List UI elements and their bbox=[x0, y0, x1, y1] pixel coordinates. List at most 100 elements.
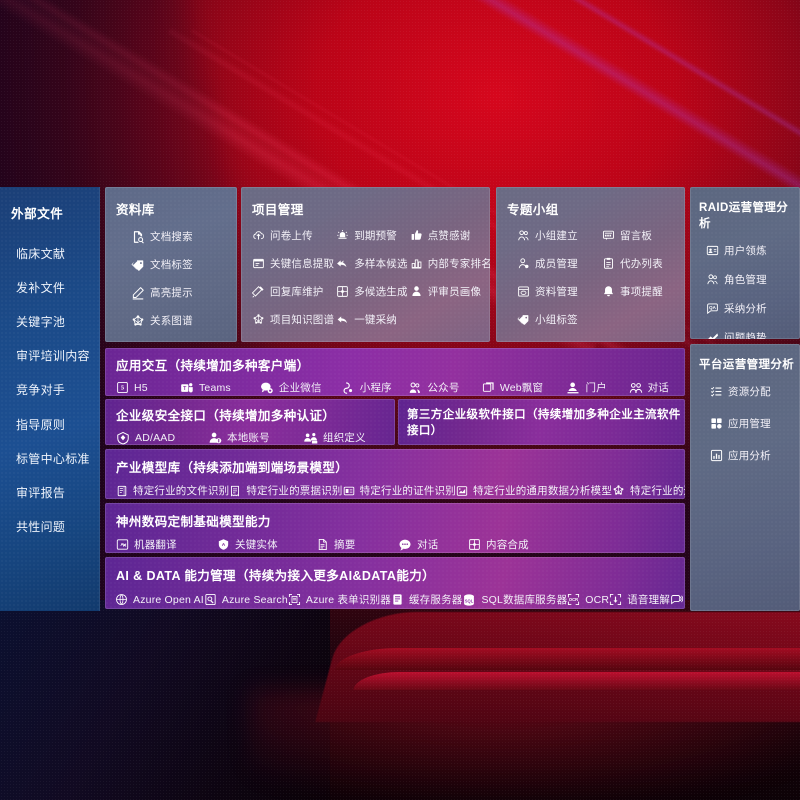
security-item-0-label: AD/AAD bbox=[135, 431, 176, 444]
sidebar-item-3[interactable]: 审评培训内容 bbox=[16, 349, 90, 364]
group-item-3[interactable]: 代办列表 bbox=[602, 256, 683, 271]
raid-item-2[interactable]: QA 采纳分析 bbox=[706, 301, 800, 316]
raid-item-2-label: 采纳分析 bbox=[724, 303, 767, 315]
aidata-item-0[interactable]: Azure Open AI bbox=[115, 593, 204, 606]
project-item-2[interactable]: 点赞感谢 bbox=[410, 228, 490, 243]
sidebar-item-5[interactable]: 指导原则 bbox=[16, 417, 66, 432]
industry-item-2-label: 特定行业的证件识别 bbox=[359, 485, 456, 497]
project-item-10[interactable]: 一键采纳 bbox=[336, 312, 408, 327]
teams-icon: T bbox=[180, 381, 194, 395]
aidata-item-3[interactable]: 缓存服务器 bbox=[391, 592, 463, 607]
group-item-0[interactable]: 小组建立 bbox=[517, 228, 598, 243]
interaction-item-5[interactable]: Web飘窗 bbox=[482, 380, 567, 395]
security-item-1[interactable]: 本地账号 bbox=[208, 430, 304, 445]
panel-group: 专题小组 小组建立 留言板 成员管理 代办列表 资料管理 bbox=[496, 187, 685, 342]
industry-item-3[interactable]: 特定行业的通用数据分析模型 bbox=[456, 483, 612, 498]
project-item-3[interactable]: 关键信息提取 bbox=[252, 256, 334, 271]
interaction-item-1[interactable]: T Teams bbox=[180, 381, 260, 395]
sidebar-item-8[interactable]: 共性问题 bbox=[16, 520, 66, 535]
project-item-6-label: 回复库维护 bbox=[270, 286, 324, 298]
group-item-6[interactable]: 小组标签 bbox=[517, 312, 598, 327]
person-profile-icon bbox=[410, 285, 423, 298]
document-category-icon bbox=[131, 342, 145, 343]
platform-item-1[interactable]: 应用管理 bbox=[710, 416, 800, 431]
svg-text:SQL: SQL bbox=[465, 598, 474, 603]
group-item-1[interactable]: 留言板 bbox=[602, 228, 683, 243]
foundation-item-3[interactable]: 对话 bbox=[398, 537, 468, 552]
sidebar-item-6[interactable]: 标管中心标准 bbox=[16, 451, 90, 466]
foundation-item-4[interactable]: 内容合成 bbox=[468, 537, 529, 552]
interaction-item-2[interactable]: 企业微信 bbox=[260, 380, 341, 395]
industry-item-4[interactable]: 特定行业的通用知识图谱模型 bbox=[612, 483, 685, 498]
project-item-4[interactable]: 多样本候选 bbox=[336, 256, 408, 271]
document-search-icon bbox=[131, 230, 145, 244]
library-item-3[interactable]: 关系图谱 bbox=[131, 313, 237, 328]
library-item-1[interactable]: 文档标签 bbox=[131, 257, 237, 272]
library-item-0[interactable]: 文档搜索 bbox=[131, 229, 237, 244]
entity-shield-icon: A bbox=[217, 538, 230, 551]
interaction-item-0-label: H5 bbox=[134, 381, 148, 394]
graph-network-icon bbox=[131, 314, 145, 328]
interaction-item-4[interactable]: 公众号 bbox=[408, 380, 481, 395]
aidata-item-6[interactable]: 语音理解 bbox=[609, 592, 670, 607]
extract-icon bbox=[252, 257, 265, 270]
platform-item-2[interactable]: 应用分析 bbox=[710, 448, 800, 463]
sidebar-item-1[interactable]: 发补文件 bbox=[16, 280, 66, 295]
aidata-item-5[interactable]: OCR OCR bbox=[567, 593, 609, 606]
project-item-7[interactable]: 多候选生成 bbox=[336, 284, 408, 299]
industry-item-1[interactable]: 特定行业的票据识别 bbox=[229, 483, 342, 498]
industry-item-0[interactable]: 特定行业的文件识别 bbox=[116, 483, 229, 498]
library-item-4-label: 文档分类 bbox=[150, 341, 193, 342]
interaction-item-3[interactable]: 小程序 bbox=[341, 380, 409, 395]
project-item-1[interactable]: 到期预警 bbox=[336, 228, 408, 243]
project-item-10-label: 一键采纳 bbox=[354, 314, 398, 326]
people-role-icon bbox=[706, 273, 719, 286]
raid-item-1[interactable]: 角色管理 bbox=[706, 272, 800, 287]
industry-item-2[interactable]: 特定行业的证件识别 bbox=[343, 483, 456, 498]
raid-item-3[interactable]: 问题趋势 bbox=[706, 330, 800, 339]
foundation-item-1[interactable]: A 关键实体 bbox=[217, 537, 302, 552]
svg-text:A: A bbox=[222, 542, 226, 548]
group-item-4[interactable]: 资料管理 bbox=[517, 284, 598, 299]
thirdparty-item-0[interactable]: API自动化设计器 bbox=[407, 444, 508, 445]
project-item-5-label: 内部专家排名 bbox=[427, 258, 490, 270]
industry-item-3-label: 特定行业的通用数据分析模型 bbox=[472, 485, 613, 497]
interaction-item-6[interactable]: 门户 bbox=[566, 380, 628, 395]
aidata-item-7[interactable]: TTS bbox=[670, 593, 685, 606]
sidebar-list: 临床文献 发补文件 关键字池 审评培训内容 竞争对手 指导原则 标管中心标准 审… bbox=[0, 236, 100, 544]
library-item-4[interactable]: 文档分类 bbox=[131, 341, 237, 342]
sidebar-item-7[interactable]: 审评报告 bbox=[16, 485, 66, 500]
platform-item-1-label: 应用管理 bbox=[728, 418, 771, 430]
foundation-item-0[interactable]: A 机器翻译 bbox=[116, 537, 183, 552]
security-item-0[interactable]: AD/AAD bbox=[116, 431, 208, 445]
project-item-8[interactable]: 评审员画像 bbox=[410, 284, 490, 299]
app-analysis-icon bbox=[710, 449, 723, 462]
group-item-5[interactable]: 事项提醒 bbox=[602, 284, 683, 299]
interaction-item-0[interactable]: 5 H5 bbox=[116, 381, 180, 394]
project-item-5[interactable]: 内部专家排名 bbox=[410, 256, 490, 271]
library-item-2[interactable]: 高亮提示 bbox=[131, 285, 237, 300]
aidata-item-1[interactable]: Azure Search bbox=[204, 593, 288, 606]
project-item-6[interactable]: 回复库维护 bbox=[252, 284, 334, 299]
project-item-0-label: 问卷上传 bbox=[270, 230, 313, 242]
project-item-0[interactable]: 问卷上传 bbox=[252, 228, 334, 243]
panel-project-title: 项目管理 bbox=[252, 203, 304, 217]
invoice-recognition-icon bbox=[229, 485, 241, 497]
aidata-item-4[interactable]: SQL SQL数据库服务器 bbox=[462, 592, 567, 607]
group-item-2[interactable]: 成员管理 bbox=[517, 256, 598, 271]
interaction-item-7[interactable]: 对话 bbox=[629, 380, 685, 395]
sidebar-item-0[interactable]: 临床文献 bbox=[16, 246, 66, 261]
platform-item-0[interactable]: 资源分配 bbox=[710, 384, 800, 399]
aidata-item-2[interactable]: Azure 表单识别器 bbox=[288, 592, 391, 607]
generate-grid-icon bbox=[336, 285, 349, 298]
project-item-9[interactable]: 项目知识图谱 bbox=[252, 312, 334, 327]
tag-icon bbox=[517, 313, 530, 326]
sidebar-item-4[interactable]: 竞争对手 bbox=[16, 383, 66, 398]
interaction-item-6-label: 门户 bbox=[585, 382, 607, 394]
project-item-7-label: 多候选生成 bbox=[354, 286, 408, 298]
foundation-item-2[interactable]: 摘要 bbox=[316, 537, 386, 552]
raid-item-0[interactable]: 用户领炼 bbox=[706, 243, 800, 258]
security-item-2[interactable]: 组织定义 bbox=[304, 430, 388, 445]
cloud-upload-icon bbox=[252, 229, 265, 242]
sidebar-item-2[interactable]: 关键字池 bbox=[16, 314, 66, 329]
